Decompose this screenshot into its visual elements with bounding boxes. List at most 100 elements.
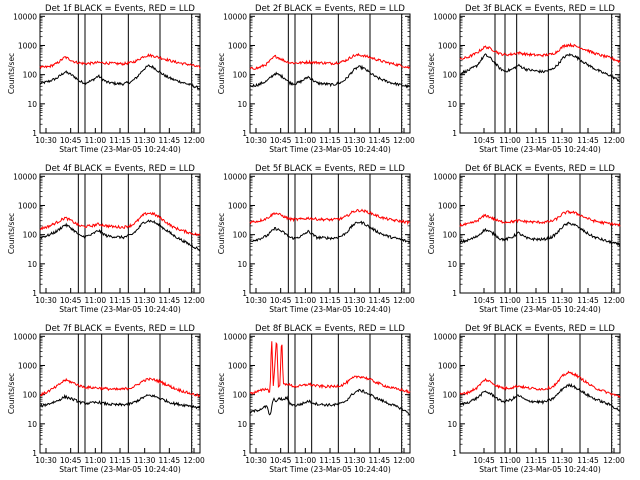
lld-series-line — [40, 377, 201, 398]
y-tick-label: 10000 — [223, 172, 247, 181]
y-tick-label: 1000 — [18, 201, 37, 210]
x-tick-label: 11:45 — [159, 296, 181, 305]
y-tick-label: 10000 — [433, 12, 457, 21]
x-axis-label: Start Time (23-Mar-05 10:24:40) — [269, 145, 391, 154]
y-tick-label: 1 — [242, 449, 247, 458]
x-tick-label: 11:30 — [551, 136, 573, 145]
panel-title: Det 6f BLACK = Events, RED = LLD — [465, 164, 615, 174]
x-tick-label: 12:00 — [183, 456, 205, 465]
panel-8: Det 8f BLACK = Events, RED = LLD 1 10 100 10… — [217, 324, 415, 474]
panel-6: Det 6f BLACK = Events, RED = LLD 1 10 100 10… — [427, 164, 625, 314]
y-tick-label: 10 — [237, 100, 247, 109]
y-tick-label: 1000 — [228, 201, 247, 210]
x-tick-label: 11:15 — [109, 456, 131, 465]
x-axis-label: Start Time (23-Mar-05 10:24:40) — [479, 305, 601, 314]
x-tick-label: 11:45 — [159, 456, 181, 465]
x-tick-label: 11:00 — [295, 136, 317, 145]
y-tick-label: 100 — [23, 71, 38, 80]
y-axis-label: Counts/sec — [7, 373, 16, 414]
x-tick-label: 12:00 — [603, 456, 625, 465]
y-tick-label: 1000 — [228, 361, 247, 370]
x-axis-label: Start Time (23-Mar-05 10:24:40) — [59, 465, 181, 474]
x-tick-label: 10:45 — [60, 136, 82, 145]
x-tick-label: 11:00 — [499, 296, 521, 305]
y-tick-label: 1 — [32, 289, 37, 298]
y-axis-label: Counts/sec — [217, 373, 226, 414]
x-tick-label: 12:00 — [183, 136, 205, 145]
plot-frame — [459, 333, 621, 454]
y-tick-label: 1 — [32, 129, 37, 138]
x-tick-label: 11:45 — [369, 296, 391, 305]
y-tick-label: 10 — [237, 260, 247, 269]
y-tick-label: 10 — [27, 100, 37, 109]
x-axis-label: Start Time (23-Mar-05 10:24:40) — [269, 465, 391, 474]
x-tick-label: 12:00 — [393, 136, 415, 145]
y-tick-label: 100 — [233, 391, 248, 400]
plot-frame — [39, 173, 201, 294]
panel-9: Det 9f BLACK = Events, RED = LLD 1 10 100 10… — [427, 324, 625, 474]
events-series-line — [249, 388, 410, 416]
x-tick-label: 11:15 — [109, 136, 131, 145]
lld-series-line — [39, 211, 201, 237]
panel-title: Det 4f BLACK = Events, RED = LLD — [45, 164, 195, 174]
x-tick-label: 11:30 — [551, 296, 573, 305]
events-series-line — [460, 52, 621, 83]
y-tick-label: 1000 — [438, 361, 457, 370]
y-tick-label: 100 — [443, 71, 458, 80]
y-tick-label: 10000 — [433, 332, 457, 341]
y-axis-label: Counts/sec — [7, 213, 16, 254]
x-tick-label: 10:30 — [35, 456, 57, 465]
x-tick-label: 10:45 — [473, 136, 495, 145]
x-tick-label: 11:00 — [85, 456, 107, 465]
x-axis-label: Start Time (23-Mar-05 10:24:40) — [59, 305, 181, 314]
x-tick-label: 11:45 — [577, 136, 599, 145]
x-tick-label: 12:00 — [393, 456, 415, 465]
x-tick-label: 10:45 — [60, 456, 82, 465]
x-tick-label: 11:30 — [134, 456, 156, 465]
x-tick-label: 10:45 — [270, 296, 292, 305]
y-tick-label: 1 — [452, 449, 457, 458]
panel-title: Det 5f BLACK = Events, RED = LLD — [255, 164, 405, 174]
x-tick-label: 11:15 — [319, 456, 341, 465]
lld-series-line — [459, 42, 621, 64]
x-tick-label: 11:15 — [319, 136, 341, 145]
x-axis-label: Start Time (23-Mar-05 10:24:40) — [269, 305, 391, 314]
lld-series-line — [39, 53, 201, 70]
y-tick-label: 1000 — [228, 41, 247, 50]
plot-frame — [459, 13, 621, 134]
panel-title: Det 8f BLACK = Events, RED = LLD — [255, 324, 405, 334]
y-axis-label: Counts/sec — [427, 213, 436, 254]
x-tick-label: 12:00 — [603, 136, 625, 145]
x-tick-label: 11:30 — [134, 136, 156, 145]
y-tick-label: 10 — [447, 420, 457, 429]
x-tick-label: 11:30 — [134, 296, 156, 305]
panel-1: Det 1f BLACK = Events, RED = LLD 1 10 100 10… — [7, 4, 205, 154]
y-tick-label: 100 — [443, 231, 458, 240]
y-tick-label: 100 — [443, 391, 458, 400]
x-tick-label: 11:45 — [577, 456, 599, 465]
x-tick-label: 10:30 — [245, 296, 267, 305]
y-tick-label: 10 — [27, 420, 37, 429]
y-tick-label: 1 — [242, 129, 247, 138]
plot-frame — [249, 333, 411, 454]
events-series-line — [459, 221, 621, 247]
y-tick-label: 10 — [237, 420, 247, 429]
y-tick-label: 1000 — [18, 361, 37, 370]
x-tick-label: 10:45 — [473, 456, 495, 465]
x-tick-label: 11:30 — [551, 456, 573, 465]
x-tick-label: 10:30 — [245, 136, 267, 145]
x-tick-label: 11:45 — [369, 136, 391, 145]
y-tick-label: 10 — [447, 100, 457, 109]
x-axis-label: Start Time (23-Mar-05 10:24:40) — [59, 145, 181, 154]
events-series-line — [39, 393, 201, 410]
x-tick-label: 11:45 — [577, 296, 599, 305]
x-tick-label: 11:45 — [159, 136, 181, 145]
x-tick-label: 11:45 — [369, 456, 391, 465]
events-series-line — [459, 382, 621, 412]
y-axis-label: Counts/sec — [217, 213, 226, 254]
y-axis-label: Counts/sec — [7, 53, 16, 94]
y-tick-label: 100 — [23, 231, 38, 240]
x-axis-label: Start Time (23-Mar-05 10:24:40) — [479, 465, 601, 474]
panel-4: Det 4f BLACK = Events, RED = LLD 1 10 100 10… — [7, 164, 205, 314]
x-tick-label: 11:00 — [295, 296, 317, 305]
